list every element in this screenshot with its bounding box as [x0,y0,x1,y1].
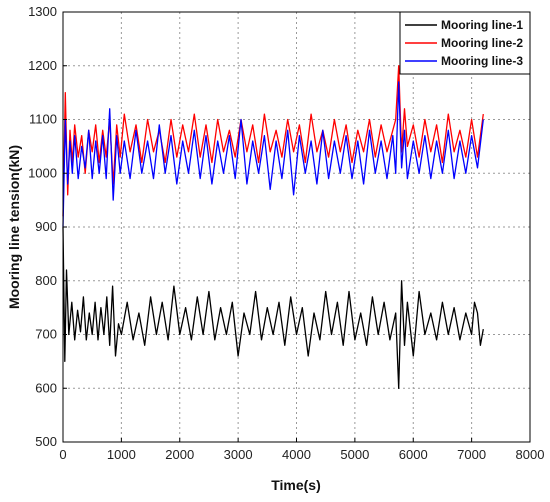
x-tick-label: 0 [59,447,66,462]
y-tick-label: 800 [35,273,57,288]
y-tick-label: 1200 [28,58,57,73]
y-tick-label: 1300 [28,4,57,19]
legend-label-1: Mooring line-1 [441,18,523,32]
x-tick-label: 3000 [224,447,253,462]
y-axis-title: Mooring line tension(kN) [6,145,22,309]
y-tick-label: 1000 [28,165,57,180]
y-tick-label: 900 [35,219,57,234]
legend-label-2: Mooring line-2 [441,36,523,50]
series-lines [62,65,484,389]
series-line-2 [62,65,484,217]
x-tick-label: 7000 [457,447,486,462]
grid [63,12,530,442]
x-tick-label: 8000 [516,447,545,462]
y-tick-label: 500 [35,434,57,449]
x-axis-title: Time(s) [271,477,321,493]
axis-ticks: 0 1000 2000 3000 4000 5000 6000 7000 8000 500 600 7… [28,4,544,462]
x-tick-label: 1000 [107,447,136,462]
x-tick-label: 2000 [165,447,194,462]
legend-label-3: Mooring line-3 [441,54,523,68]
x-tick-label: 4000 [282,447,311,462]
y-tick-label: 1100 [29,112,57,127]
series-line-1 [62,226,484,389]
x-tick-label: 5000 [340,447,369,462]
y-tick-label: 600 [35,380,57,395]
y-tick-label: 700 [35,327,57,342]
series-line-3 [62,81,484,228]
legend: Mooring line-1 Mooring line-2 Mooring line… [399,11,531,75]
x-tick-label: 6000 [399,447,428,462]
